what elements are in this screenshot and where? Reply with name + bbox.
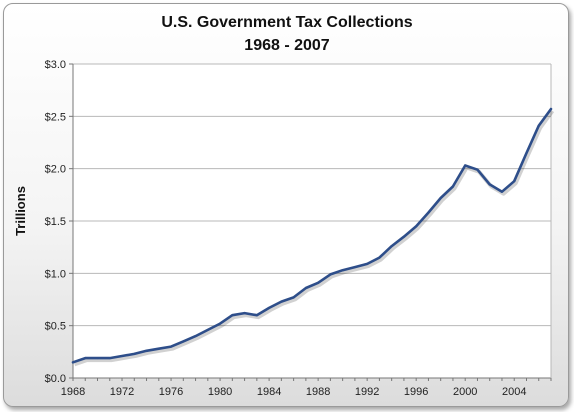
series-line-0: [71, 107, 553, 364]
data-point-1983: [255, 314, 258, 317]
x-tick-label-1: 1972: [110, 386, 134, 398]
x-tick-label-2: 1976: [159, 386, 183, 398]
y-axis-label: Trillions: [13, 186, 28, 236]
data-point-1971: [108, 357, 111, 360]
data-point-1979: [206, 328, 209, 331]
data-point-2005: [525, 151, 528, 154]
x-tick-label-6: 1992: [355, 386, 379, 398]
y-tick-label-5: $2.5: [45, 111, 66, 123]
data-point-1977: [182, 340, 185, 343]
data-point-1970: [96, 357, 99, 360]
data-point-1972: [121, 355, 124, 358]
data-point-1997: [427, 211, 430, 214]
data-point-1981: [231, 314, 234, 317]
data-point-2001: [476, 168, 479, 171]
data-point-1991: [353, 266, 356, 269]
y-tick-label-3: $1.5: [45, 216, 66, 228]
chart-subtitle: 1968 - 2007: [244, 37, 330, 54]
data-point-1975: [157, 347, 160, 350]
data-point-1985: [280, 300, 283, 303]
data-point-1990: [341, 269, 344, 272]
x-tick-label-0: 1968: [61, 386, 85, 398]
data-point-1974: [145, 349, 148, 352]
data-point-2007: [550, 108, 552, 111]
data-point-1984: [268, 306, 271, 309]
x-tick-label-8: 2000: [453, 386, 477, 398]
data-point-1994: [390, 245, 393, 248]
x-tick-label-7: 1996: [404, 386, 428, 398]
data-point-1976: [170, 345, 173, 348]
data-point-1969: [84, 357, 87, 360]
data-point-1986: [292, 296, 295, 299]
data-point-1980: [219, 322, 222, 325]
y-tick-label-2: $1.0: [45, 268, 66, 280]
data-point-1996: [415, 225, 418, 228]
chart-title: U.S. Government Tax Collections: [161, 14, 413, 31]
series-line-shadow-0: [73, 109, 555, 367]
data-point-1982: [243, 312, 246, 315]
data-point-1989: [329, 273, 332, 276]
data-point-1992: [366, 262, 369, 265]
data-point-2006: [537, 124, 540, 127]
data-point-2004: [513, 180, 516, 183]
data-point-1987: [304, 286, 307, 289]
y-tick-label-4: $2.0: [45, 164, 66, 176]
data-point-2002: [488, 183, 491, 186]
x-tick-label-3: 1980: [208, 386, 232, 398]
data-point-1999: [451, 185, 454, 188]
data-point-2003: [500, 190, 503, 193]
data-point-1998: [439, 196, 442, 199]
data-point-2000: [464, 164, 467, 167]
x-tick-label-9: 2004: [502, 386, 526, 398]
data-point-1988: [317, 281, 320, 284]
data-point-1978: [194, 335, 197, 338]
data-point-1973: [133, 352, 136, 355]
data-point-1968: [72, 361, 74, 364]
y-tick-label-6: $3.0: [45, 59, 66, 71]
y-tick-label-0: $0.0: [45, 373, 66, 385]
y-tick-label-1: $0.5: [45, 321, 66, 333]
data-point-1995: [402, 235, 405, 238]
x-tick-label-5: 1988: [306, 386, 330, 398]
x-tick-label-4: 1984: [257, 386, 281, 398]
data-point-1993: [378, 256, 381, 259]
